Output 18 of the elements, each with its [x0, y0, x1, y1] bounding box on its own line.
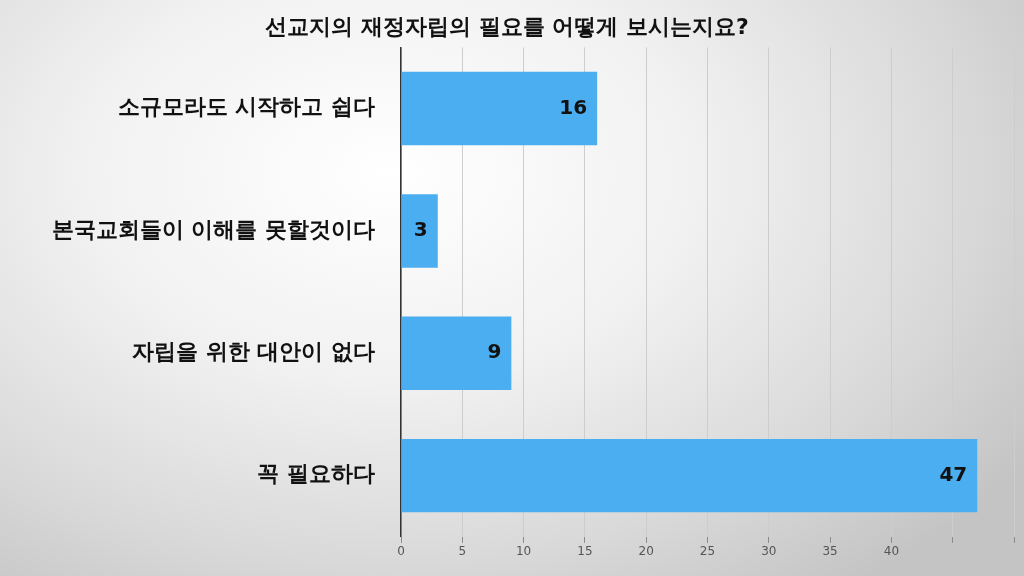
data-label: 47: [939, 461, 968, 486]
y-tick-label: 본국교회들이 이해를 못할것이다: [51, 216, 375, 242]
x-tick-label: 0: [397, 544, 405, 559]
x-tick-label: 40: [883, 544, 900, 559]
y-tick-label: 꼭 필요하다: [257, 461, 375, 487]
data-label: 9: [487, 339, 502, 364]
x-tick-label: 15: [577, 544, 593, 559]
x-tick-label: 10: [515, 544, 532, 559]
x-tick-label: 20: [638, 544, 654, 559]
y-tick-label: 소규모라도 시작하고 쉽다: [117, 94, 375, 120]
data-label: 3: [413, 217, 428, 242]
x-tick-label: 35: [822, 544, 838, 559]
x-tick-label: 5: [458, 544, 467, 559]
chart-title: 선교지의 재정자립의 필요를 어떻게 보시는지요?: [265, 13, 749, 39]
x-tick-label: 30: [761, 544, 777, 559]
x-tick-label: 25: [699, 544, 716, 559]
y-tick-label: 자립을 위한 대안이 없다: [132, 338, 375, 364]
data-label: 16: [559, 94, 588, 119]
